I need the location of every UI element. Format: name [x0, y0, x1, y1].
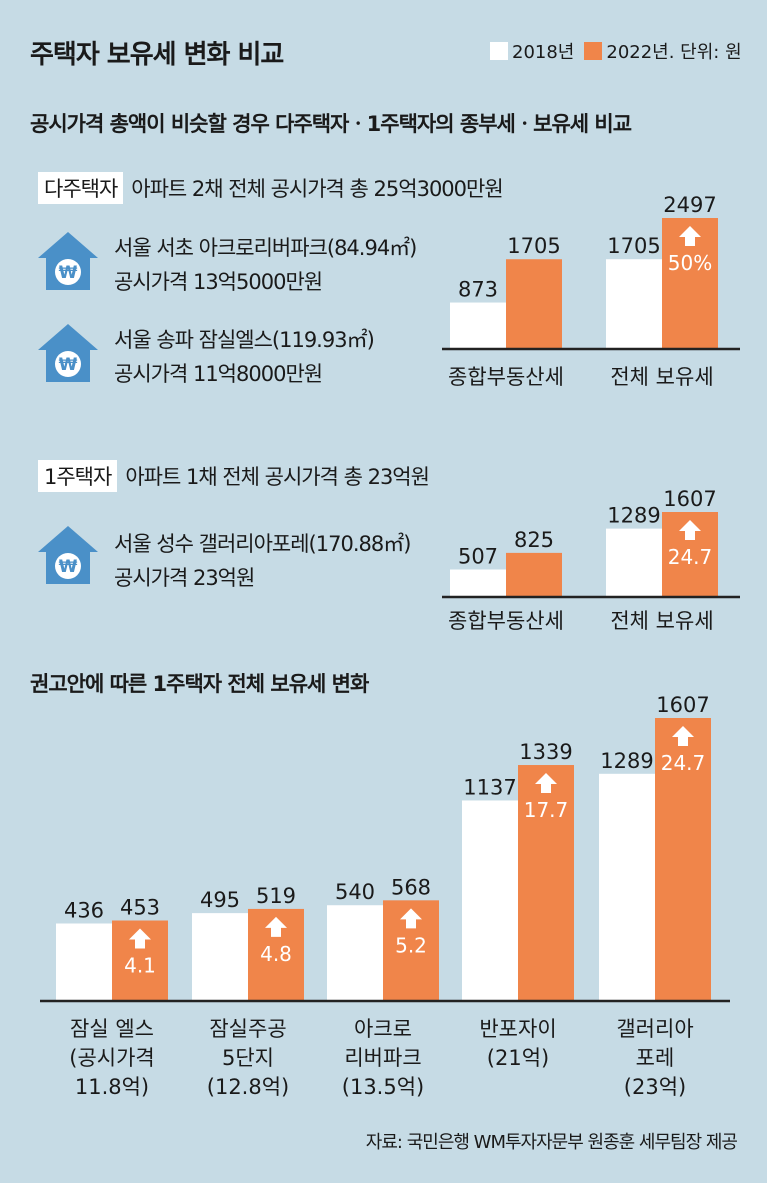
bar-2018 [599, 773, 655, 1000]
change-annotation: 24.7 [661, 751, 706, 775]
house-icon: ₩ [38, 324, 98, 382]
bar-2018 [56, 923, 112, 1000]
data-label-2018: 1705 [607, 234, 660, 258]
data-label-2022: 1705 [507, 234, 560, 258]
legend-swatch-2018 [490, 42, 508, 60]
multi-heading-row: 다주택자 아파트 2채 전체 공시가격 총 25억3000만원 [38, 172, 504, 204]
multi-heading: 아파트 2채 전체 공시가격 총 25억3000만원 [131, 177, 503, 201]
legend-label-2022: 2022년. 단위: 원 [606, 42, 742, 63]
multi-house2-line1: 서울 송파 잠실엘스(119.93㎡) [114, 328, 375, 352]
house-icon: ₩ [38, 526, 98, 584]
change-annotation: 5.2 [395, 933, 427, 957]
svg-text:₩: ₩ [59, 557, 78, 577]
data-label-2018: 1289 [607, 504, 660, 528]
multi-house1-line1: 서울 서초 아크로리버파크(84.94㎡) [114, 236, 417, 260]
category-label: (12.8억) [207, 1075, 289, 1099]
data-label-2018: 436 [64, 898, 104, 922]
bar-2018 [327, 905, 383, 1000]
category-label: (공시가격 [69, 1046, 154, 1070]
category-label: 포레 [636, 1046, 675, 1070]
data-label-2018: 540 [335, 880, 375, 904]
category-label: 전체 보유세 [610, 609, 713, 633]
single-label-box: 1주택자 [38, 460, 118, 492]
change-annotation: 50% [668, 251, 712, 275]
arrow-up-icon [265, 916, 287, 937]
change-annotation: 4.8 [260, 942, 292, 966]
single-heading-row: 1주택자 아파트 1채 전체 공시가격 총 23억원 [38, 460, 430, 492]
bar-2018 [606, 528, 662, 596]
data-label-2018: 1137 [463, 775, 516, 799]
data-label-2018: 507 [458, 544, 498, 568]
category-label: 종합부동산세 [448, 609, 564, 633]
data-label-2022: 1607 [663, 487, 716, 511]
multi-house1-line2: 공시가격 13억5000만원 [114, 270, 323, 294]
data-label-2018: 873 [458, 278, 498, 302]
change-annotation: 17.7 [524, 798, 569, 822]
legend-swatch-2022 [584, 42, 603, 60]
multi-house2-line2: 공시가격 11억8000만원 [114, 362, 323, 386]
arrow-up-icon [672, 726, 694, 746]
bar-2022 [655, 718, 711, 1000]
data-label-2022: 825 [514, 528, 554, 552]
bar-2018 [450, 302, 506, 348]
category-label: 종합부동산세 [448, 365, 564, 389]
page-title: 주택자 보유세 변화 비교 [30, 40, 284, 70]
bar-2022 [518, 765, 574, 1000]
section3-title: 권고안에 따른 1주택자 전체 보유세 변화 [30, 672, 369, 696]
data-label-2022: 2497 [663, 193, 716, 217]
bar-2018 [450, 569, 506, 596]
category-label: 반포자이 [479, 1017, 556, 1041]
source-note: 자료: 국민은행 WM투자자문부 원종훈 세무팀장 제공 [365, 1132, 738, 1153]
category-label: 11.8억) [75, 1075, 149, 1099]
category-label: (13.5억) [342, 1075, 424, 1099]
category-label: 갤러리아 [616, 1017, 693, 1041]
category-label: 아크로 [354, 1017, 412, 1041]
data-label-2018: 495 [200, 888, 240, 912]
data-label-2022: 1339 [519, 740, 572, 764]
category-label: 리버파크 [344, 1046, 421, 1070]
category-label: (21억) [487, 1046, 549, 1070]
subtitle: 공시가격 총액이 비슷할 경우 다주택자ㆍ1주택자의 종부세ㆍ보유세 비교 [30, 112, 632, 136]
change-annotation: 4.1 [124, 954, 156, 978]
single-heading: 아파트 1채 전체 공시가격 총 23억원 [125, 465, 430, 489]
data-label-2022: 568 [391, 875, 431, 899]
arrow-up-icon [679, 226, 701, 246]
data-label-2022: 1607 [656, 693, 709, 717]
bar-2022 [506, 259, 562, 348]
change-annotation: 24.7 [668, 545, 713, 569]
category-label: 잠실 엘스 [70, 1017, 154, 1041]
bar-2022 [506, 552, 562, 596]
multi-label-box: 다주택자 [38, 172, 124, 204]
house-icon: ₩ [38, 232, 98, 290]
data-label-2018: 1289 [600, 749, 653, 773]
bar-2018 [462, 800, 518, 1000]
arrow-up-icon [129, 928, 151, 949]
data-label-2022: 519 [256, 884, 296, 908]
arrow-up-icon [535, 773, 557, 794]
arrow-up-icon [400, 908, 422, 929]
bar-2018 [192, 913, 248, 1000]
category-label: 5단지 [222, 1046, 274, 1070]
legend-label-2018: 2018년 [512, 42, 575, 63]
legend: 2018년 2022년. 단위: 원 [490, 40, 742, 63]
category-label: 전체 보유세 [610, 365, 713, 389]
data-label-2022: 453 [120, 896, 160, 920]
bar-2018 [606, 259, 662, 348]
arrow-up-icon [679, 520, 701, 540]
category-label: (23억) [624, 1075, 686, 1099]
single-house1-line2: 공시가격 23억원 [114, 566, 255, 590]
single-house1-line1: 서울 성수 갤러리아포레(170.88㎡) [114, 532, 411, 556]
svg-text:₩: ₩ [59, 355, 78, 375]
category-label: 잠실주공 [209, 1017, 286, 1041]
svg-text:₩: ₩ [59, 263, 78, 283]
